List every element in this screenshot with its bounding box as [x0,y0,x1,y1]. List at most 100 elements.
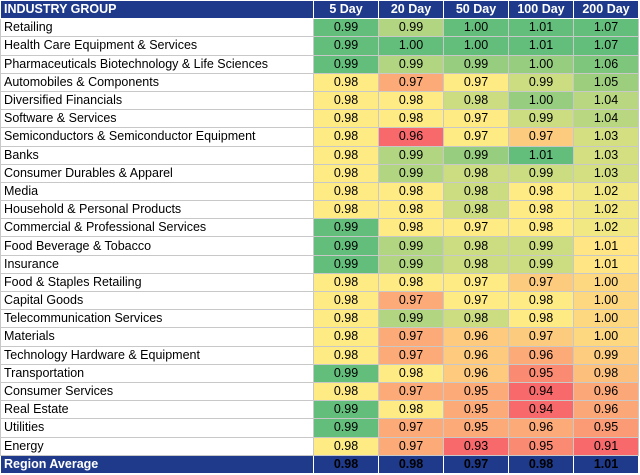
table-row: Automobiles & Components 0.98 0.97 0.97 0.99… [0,72,639,92]
industry-group-label: Technology Hardware & Equipment [0,345,314,365]
heat-cell-200-day: 1.02 [573,181,639,202]
table-row: Media 0.98 0.98 0.98 0.98 1.02 [0,181,639,202]
heat-cell-5-day: 0.98 [313,200,379,220]
heat-cell-200-day: 1.02 [573,218,639,238]
industry-group-label: Real Estate [0,400,314,420]
table-row: Health Care Equipment & Services 0.99 1.00… [0,36,639,56]
heat-cell-5-day: 0.99 [313,218,379,238]
heat-cell-100-day: 0.97 [508,127,574,147]
heat-cell-200-day: 0.96 [573,381,639,402]
heat-cell-100-day: 0.99 [508,109,574,129]
heat-cell-50-day: 0.98 [443,236,509,256]
heat-cell-50-day: 0.99 [443,54,509,74]
table-row: Transportation 0.99 0.98 0.96 0.95 0.98 [0,363,639,383]
heat-cell-20-day: 0.97 [378,72,444,92]
heat-cell-50-day: 1.00 [443,18,509,38]
heat-cell-50-day: 0.99 [443,145,509,165]
table-row: Materials 0.98 0.97 0.96 0.97 1.00 [0,327,639,347]
heat-cell-50-day: 0.97 [443,218,509,238]
heat-cell-5-day: 0.98 [313,290,379,311]
header-50-day: 50 Day [443,0,509,20]
table-row: Household & Personal Products 0.98 0.98 0.9… [0,200,639,220]
table-row: Real Estate 0.99 0.98 0.95 0.94 0.96 [0,400,639,420]
heat-cell-100-day: 1.00 [508,54,574,74]
heat-cell-20-day: 0.99 [378,54,444,74]
heat-cell-200-day: 1.00 [573,309,639,329]
industry-group-label: Media [0,181,314,202]
industry-group-label: Food & Staples Retailing [0,272,314,293]
industry-group-label: Energy [0,436,314,456]
table-row: Telecommunication Services 0.98 0.99 0.98 0.… [0,309,639,329]
heat-cell-50-day: 0.96 [443,363,509,383]
heat-cell-5-day: 0.99 [313,254,379,274]
heat-cell-5-day: 0.98 [313,327,379,347]
region-average-20-day: 0.98 [378,454,444,474]
heat-cell-50-day: 1.00 [443,36,509,56]
heat-cell-100-day: 0.94 [508,400,574,420]
industry-group-label: Banks [0,145,314,165]
heat-cell-50-day: 0.93 [443,436,509,456]
heat-cell-200-day: 0.91 [573,436,639,456]
heat-cell-100-day: 0.97 [508,272,574,293]
region-average-50-day: 0.97 [443,454,509,474]
heat-cell-5-day: 0.98 [313,272,379,293]
industry-group-label: Insurance [0,254,314,274]
industry-group-label: Utilities [0,418,314,438]
heat-cell-20-day: 0.97 [378,327,444,347]
industry-group-label: Transportation [0,363,314,383]
region-average-label: Region Average [0,454,314,474]
heat-cell-200-day: 1.02 [573,200,639,220]
heat-cell-50-day: 0.95 [443,381,509,402]
heat-cell-200-day: 1.00 [573,327,639,347]
heat-cell-50-day: 0.97 [443,290,509,311]
table-row: Diversified Financials 0.98 0.98 0.98 1.00 1.… [0,90,639,111]
heat-cell-200-day: 1.01 [573,236,639,256]
heat-cell-5-day: 0.98 [313,436,379,456]
header-20-day: 20 Day [378,0,444,20]
industry-group-label: Pharmaceuticals Biotechnology & Life Sci… [0,54,314,74]
heat-cell-50-day: 0.97 [443,272,509,293]
table-row: Retailing 0.99 0.99 1.00 1.01 1.07 [0,18,639,38]
heat-cell-200-day: 1.07 [573,18,639,38]
industry-group-label: Consumer Durables & Apparel [0,163,314,183]
industry-group-label: Food Beverage & Tobacco [0,236,314,256]
heat-cell-20-day: 0.97 [378,436,444,456]
heat-cell-5-day: 0.98 [313,163,379,183]
heat-cell-20-day: 0.98 [378,363,444,383]
heat-cell-50-day: 0.98 [443,200,509,220]
heat-cell-20-day: 0.97 [378,381,444,402]
heat-cell-20-day: 0.97 [378,290,444,311]
heat-cell-200-day: 1.05 [573,72,639,92]
heat-cell-5-day: 0.98 [313,127,379,147]
region-average-row: Region Average 0.98 0.98 0.97 0.98 1.01 [0,454,639,474]
industry-group-label: Household & Personal Products [0,200,314,220]
heat-cell-5-day: 0.98 [313,381,379,402]
heat-cell-100-day: 0.98 [508,181,574,202]
heat-cell-200-day: 1.07 [573,36,639,56]
heat-cell-5-day: 0.99 [313,418,379,438]
header-100-day: 100 Day [508,0,574,20]
heat-cell-100-day: 0.98 [508,218,574,238]
industry-group-label: Retailing [0,18,314,38]
heat-cell-20-day: 0.97 [378,345,444,365]
heat-cell-50-day: 0.95 [443,400,509,420]
heat-cell-50-day: 0.98 [443,181,509,202]
table-row: Commercial & Professional Services 0.99 0.… [0,218,639,238]
heat-cell-200-day: 1.03 [573,127,639,147]
heat-cell-100-day: 0.98 [508,290,574,311]
heat-cell-5-day: 0.99 [313,363,379,383]
table-row: Capital Goods 0.98 0.97 0.97 0.98 1.00 [0,290,639,311]
heat-cell-20-day: 0.98 [378,218,444,238]
table-row: Insurance 0.99 0.99 0.98 0.99 1.01 [0,254,639,274]
industry-group-label: Consumer Services [0,381,314,402]
industry-group-label: Diversified Financials [0,90,314,111]
table-row: Software & Services 0.98 0.98 0.97 0.99 1.04 [0,109,639,129]
heat-cell-50-day: 0.96 [443,345,509,365]
heat-cell-50-day: 0.97 [443,109,509,129]
heat-cell-20-day: 0.96 [378,127,444,147]
table-row: Banks 0.98 0.99 0.99 1.01 1.03 [0,145,639,165]
heat-cell-20-day: 0.98 [378,272,444,293]
header-industry-group: INDUSTRY GROUP [0,0,314,20]
heat-cell-20-day: 0.99 [378,309,444,329]
